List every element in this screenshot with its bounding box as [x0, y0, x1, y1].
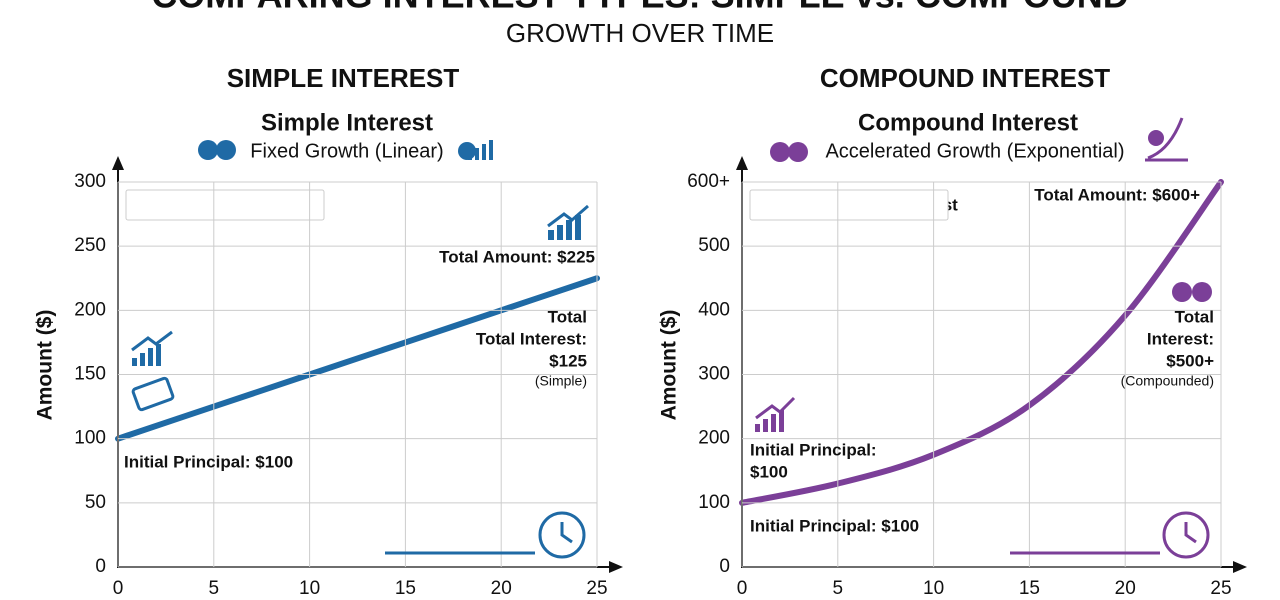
chart-title: Simple Interest [261, 109, 433, 136]
y-tick-label: 300 [74, 171, 106, 192]
y-tick-label: 50 [85, 492, 106, 513]
annotation: (Simple) [535, 373, 587, 389]
chart-subtitle: Fixed Growth (Linear) [250, 140, 443, 162]
y-tick-label: 0 [95, 556, 106, 577]
y-axis-label: Amount ($) [34, 310, 57, 421]
annotation: Total [548, 307, 587, 326]
annotation: Total [1175, 307, 1214, 326]
section-heading: COMPOUND INTEREST [820, 63, 1110, 93]
y-tick-label: 200 [74, 299, 106, 320]
x-tick-label: 10 [299, 578, 320, 599]
y-tick-label: 600+ [687, 171, 730, 192]
y-tick-label: 0 [719, 556, 730, 577]
page-title: COMPARING INTEREST TYPES: SIMPLE vs. COM… [151, 0, 1128, 16]
icon-compound [755, 130, 1212, 432]
annotation: $125 [549, 351, 587, 370]
annotation: Total Interest: [476, 329, 587, 348]
y-tick-label: 150 [74, 364, 106, 385]
annotation: $500+ [1166, 351, 1214, 370]
x-tick-label: 0 [113, 578, 124, 599]
x-tick-label: 0 [737, 578, 748, 599]
y-tick-label: 200 [698, 428, 730, 449]
icon-arrows [131, 204, 589, 559]
legend-box [125, 189, 325, 221]
chart-subtitle: Accelerated Growth (Exponential) [825, 140, 1124, 162]
x-tick-label: 10 [923, 578, 944, 599]
y-tick-label: 100 [698, 492, 730, 513]
x-tick-label: 5 [209, 578, 220, 599]
y-axis-label: Amount ($) [658, 310, 681, 421]
icon-compound-lines [755, 117, 1210, 559]
annotation: Total Amount: $225 [439, 247, 595, 266]
x-tick-label: 20 [491, 578, 512, 599]
axes [117, 160, 619, 568]
annotation: Interest: [1147, 329, 1214, 348]
x-tick-label: 20 [1115, 578, 1136, 599]
annotation: Initial Principal: $100 [750, 516, 919, 535]
annotation: Total Amount: $600+ [1034, 185, 1200, 204]
annotation: Initial Principal: $100 [124, 452, 293, 471]
icon-money [131, 140, 581, 412]
legend-box [749, 189, 949, 221]
y-tick-label: 250 [74, 235, 106, 256]
x-tick-label: 15 [1019, 578, 1040, 599]
x-tick-label: 15 [395, 578, 416, 599]
y-tick-label: 400 [698, 299, 730, 320]
data-line [115, 275, 600, 442]
annotation: (Compounded) [1121, 373, 1214, 389]
annotation: $100 [750, 462, 788, 481]
y-tick-label: 300 [698, 364, 730, 385]
annotation: Initial Principal: [750, 440, 877, 459]
page-subtitle: GROWTH OVER TIME [506, 18, 774, 48]
x-tick-label: 5 [833, 578, 844, 599]
y-tick-label: 100 [74, 428, 106, 449]
x-tick-label: 25 [586, 578, 607, 599]
x-tick-label: 25 [1210, 578, 1231, 599]
chart-title: Compound Interest [858, 109, 1078, 136]
y-tick-label: 500 [698, 235, 730, 256]
section-heading: SIMPLE INTEREST [227, 63, 460, 93]
